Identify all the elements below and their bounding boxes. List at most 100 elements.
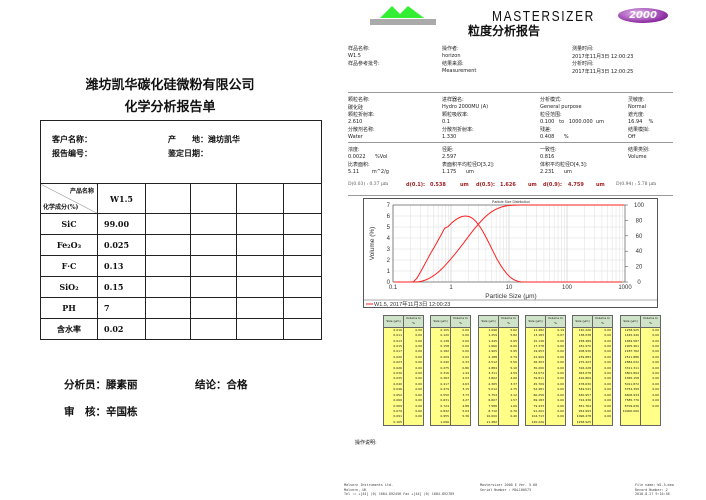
table-row: 0.023 0.00	[383, 360, 424, 366]
unit: um	[596, 182, 605, 188]
table-row: 3311.311 0.00	[620, 365, 661, 372]
volume-cell: 0.00	[640, 387, 661, 393]
volume-cell: 3.37	[498, 381, 519, 388]
info-value: Hydro 2000MU (A)	[442, 103, 489, 110]
table-row: 10.000 0.40	[478, 414, 519, 420]
table-row: 45.709 0.00	[525, 381, 566, 388]
table-row: 1.660 6.00	[478, 344, 519, 350]
info-value: Measurement	[442, 67, 477, 74]
volume-cell: 0.00	[640, 398, 661, 404]
table-row: 0.138 0.00	[430, 338, 471, 345]
y-tick-label: 7	[387, 203, 391, 209]
y-tick-label: 4	[387, 236, 391, 242]
size-header: Size (μm)	[620, 315, 641, 328]
table-row: 34.674 0.00	[525, 371, 566, 377]
volume-cell: 0.00	[592, 333, 613, 339]
table-row: 0.010 0.00	[383, 327, 424, 334]
component-value: 0.15	[97, 276, 146, 298]
frequency-curve	[395, 215, 623, 283]
table-row: 2187.762 0.00	[620, 349, 661, 355]
y-axis-label: Volume (%)	[369, 227, 376, 261]
y-tick-label: 6	[387, 214, 391, 220]
volume-cell: 0.00	[592, 327, 613, 334]
table-row: 0.479 3.15	[430, 387, 471, 393]
table-row: 2.884 5.10	[478, 365, 519, 372]
table-row: 3.311 4.59	[478, 371, 519, 377]
info-value: W1.5	[348, 52, 361, 59]
table-row: 0.026 0.00	[383, 365, 424, 372]
table-row: 120.226	[525, 419, 566, 426]
volume-cell: 0.00	[450, 327, 471, 334]
info-value: 0.0022 %Vol	[348, 153, 388, 160]
component-value: 7	[97, 297, 146, 319]
chem-table: 产品名称 化学成分(%) W1.5 SiC 99.00 Fe₂O₃ 0.025 F·C 0…	[40, 183, 322, 340]
info-value: Volume	[628, 153, 647, 160]
table-row: 5.012 2.75	[478, 387, 519, 393]
volume-header: Volume In %	[640, 315, 661, 328]
table-row: 0.120 0.00	[430, 333, 471, 339]
chem-row: 含水率 0.02	[40, 318, 322, 340]
info-value: General purpose	[540, 103, 582, 110]
d01-value: 0.538	[430, 182, 446, 188]
table-row: 3.802 4.00	[478, 376, 519, 382]
chem-row: SiC 99.00	[40, 213, 322, 235]
volume-cell: 0.02	[450, 354, 471, 361]
table-row: 478.630 0.00	[572, 381, 613, 388]
volume-cell: 0.00	[592, 360, 613, 366]
volume-cell: 5.95	[498, 338, 519, 345]
info-label: 分散剂名称:	[348, 127, 375, 133]
table-row: 0.275 0.86	[430, 365, 471, 372]
component-value: 0.13	[97, 255, 146, 277]
table-row: 0.209 0.02	[430, 354, 471, 361]
volume-cell: 0.00	[403, 414, 424, 420]
info-value: 0.816	[540, 153, 555, 160]
table-row: 2884.032 0.00	[620, 360, 661, 366]
unit: um	[528, 182, 537, 188]
table-row: 1905.461 0.00	[620, 344, 661, 350]
table-row: 104.713 0.00	[525, 414, 566, 420]
volume-cell: 0.00	[640, 365, 661, 372]
info-value: Normal	[628, 103, 647, 110]
info-value: 5.11 m^2/g	[348, 168, 389, 175]
info-label: 表面积平均粒径D[3,2]:	[442, 162, 495, 168]
volume-cell: 0.33	[450, 360, 471, 366]
info-label: 残差:	[540, 127, 552, 133]
table-row: 0.550 3.73	[430, 392, 471, 399]
table-row: 0.091 0.00	[383, 414, 424, 420]
size-cell: 10000.000	[620, 408, 641, 415]
volume-cell: 0.40	[498, 414, 519, 420]
info-value: 2017年11月3日 12:00:25	[572, 68, 634, 75]
volume-cell: 5.82	[498, 333, 519, 339]
info-label: 灵敏度:	[628, 97, 645, 103]
size-header: Size (μm)	[572, 315, 593, 328]
volume-cell: 4.27	[450, 398, 471, 404]
volume-cell: 0.00	[403, 408, 424, 415]
table-row: 0.832 5.04	[430, 408, 471, 415]
table-row: 0.182 0.00	[430, 349, 471, 355]
table-row: 8709.636 0.00	[620, 403, 661, 409]
volume-cell: 1.44	[450, 371, 471, 377]
volume-cell: 0.00	[545, 414, 566, 420]
table-row: 0.105	[383, 419, 424, 426]
d09-label: d(0.9):	[543, 182, 563, 188]
table-row: 0.158 0.00	[430, 344, 471, 350]
table-row: 52.481 0.00	[525, 387, 566, 393]
info-value: 碳化硅	[348, 104, 364, 111]
table-row: 239.883 0.00	[572, 354, 613, 361]
volume-cell: 0.00	[640, 354, 661, 361]
volume-cell: 0.00	[640, 349, 661, 355]
table-row: 69.183 0.00	[525, 398, 566, 404]
d09-value: 4.759	[568, 182, 584, 188]
table-row: 1.259 5.82	[478, 333, 519, 339]
product-name: W1.5	[97, 183, 146, 214]
info-label: 浓度:	[348, 147, 360, 153]
table-row: 158.489 0.00	[572, 338, 613, 345]
table-row: 954.993 0.00	[572, 408, 613, 415]
volume-cell	[640, 408, 661, 415]
table-row: 2.188 5.79	[478, 354, 519, 361]
x-axis-label: Particle Size (μm)	[485, 293, 536, 300]
volume-cell: 6.00	[498, 344, 519, 350]
volume-cell: 0.00	[592, 349, 613, 355]
table-row: 831.764 0.00	[572, 403, 613, 409]
